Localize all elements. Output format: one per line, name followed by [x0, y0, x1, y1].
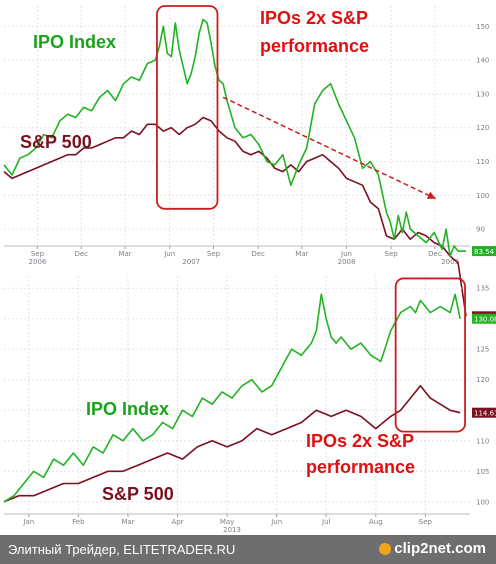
bottom-x-tick-label: Mar — [121, 518, 134, 526]
bottom-x-tick-label: Aug — [369, 518, 383, 526]
bottom-claim-line1: IPOs 2x S&P — [306, 431, 414, 451]
footer-credit: Элитный Трейдер, ELITETRADER.RU — [8, 542, 236, 557]
top-x-tick-label: Sep — [31, 250, 45, 258]
bottom-sp500-line — [3, 385, 461, 503]
bottom-x-tick-label: Jul — [321, 518, 331, 526]
bottom-x-tick-label: Jun — [270, 518, 282, 526]
bottom-ipo-last-value: 130.08 — [474, 316, 496, 324]
top-x-tick-label: Jun — [163, 250, 175, 258]
top-claim-line1: IPOs 2x S&P — [260, 8, 368, 28]
top-y-tick-label: 100 — [476, 192, 489, 200]
bottom-y-tick-label: 125 — [476, 346, 489, 354]
top-sp500-line — [3, 116, 467, 317]
top-y-tick-label: 90 — [476, 226, 485, 234]
top-y-tick-label: 140 — [476, 57, 489, 65]
top-ipo-last-value: 83.54 — [474, 248, 495, 256]
top-year-label: 2008 — [338, 258, 356, 266]
top-year-label: 2006 — [29, 258, 47, 266]
top-trend-arrowhead — [426, 191, 436, 199]
top-y-tick-label: 130 — [476, 90, 489, 98]
bottom-sp-last-value: 114.61 — [474, 410, 496, 418]
top-x-tick-label: Dec — [251, 250, 265, 258]
top-sp-label: S&P 500 — [20, 132, 92, 152]
top-ipo-index-line — [3, 18, 466, 257]
top-x-tick-label: Mar — [118, 250, 131, 258]
bottom-x-tick-label: Jan — [22, 518, 34, 526]
bottom-y-tick-label: 105 — [476, 468, 489, 476]
footer-brand[interactable]: clip2net.com — [379, 540, 486, 557]
top-claim-line2: performance — [260, 36, 369, 56]
top-chart: 90 100 110 120 130 140 150 Sep Dec Mar Jun Sep Dec Ma… — [3, 5, 496, 322]
footer-brand-label: clip2net.com — [394, 540, 486, 557]
top-trend-dashed-line — [222, 96, 437, 200]
top-x-tick-label: Mar — [295, 250, 308, 258]
bottom-y-tick-label: 135 — [476, 285, 489, 293]
bottom-claim-line2: performance — [306, 457, 415, 477]
top-highlight-box — [156, 5, 219, 210]
top-y-tick-label: 120 — [476, 124, 489, 132]
bottom-y-tick-label: 100 — [476, 498, 489, 506]
bottom-x-tick-label: May — [220, 518, 234, 526]
bottom-year-label: 2013 — [223, 526, 241, 534]
bottom-x-tick-label: Sep — [419, 518, 433, 526]
bottom-ipo-last-value-tag — [472, 313, 496, 324]
bottom-x-tick-label: Feb — [72, 518, 85, 526]
brand-logo-icon — [379, 543, 392, 556]
footer-bar: Элитный Трейдер, ELITETRADER.RU clip2net… — [0, 535, 496, 564]
bottom-chart: 100105110115120125130135JanFebMarAprMayJ… — [3, 276, 496, 534]
top-year-label: 2009 — [441, 258, 459, 266]
bottom-sp-last-value-tag — [472, 407, 496, 418]
top-ipo-label: IPO Index — [33, 32, 116, 52]
top-y-tick-label: 150 — [476, 23, 489, 31]
top-y-tick-label: 110 — [476, 158, 489, 166]
bottom-x-tick-label: Apr — [171, 518, 183, 526]
top-year-label: 2007 — [182, 258, 200, 266]
top-x-tick-label: Dec — [74, 250, 88, 258]
top-x-tick-label: Sep — [207, 250, 221, 258]
bottom-sp-label: S&P 500 — [102, 484, 174, 504]
top-x-tick-label: Dec — [428, 250, 442, 258]
bottom-y-tick-label: 110 — [476, 437, 489, 445]
chart-canvas: 90 100 110 120 130 140 150 Sep Dec Mar Jun Sep Dec Ma… — [3, 5, 496, 534]
bottom-ipo-label: IPO Index — [86, 399, 169, 419]
top-ipo-last-value-tag — [472, 246, 496, 257]
bottom-y-tick-label: 120 — [476, 376, 489, 384]
top-x-tick-label: Sep — [385, 250, 399, 258]
top-x-tick-label: Jun — [340, 250, 352, 258]
bottom-highlight-box — [394, 277, 466, 433]
